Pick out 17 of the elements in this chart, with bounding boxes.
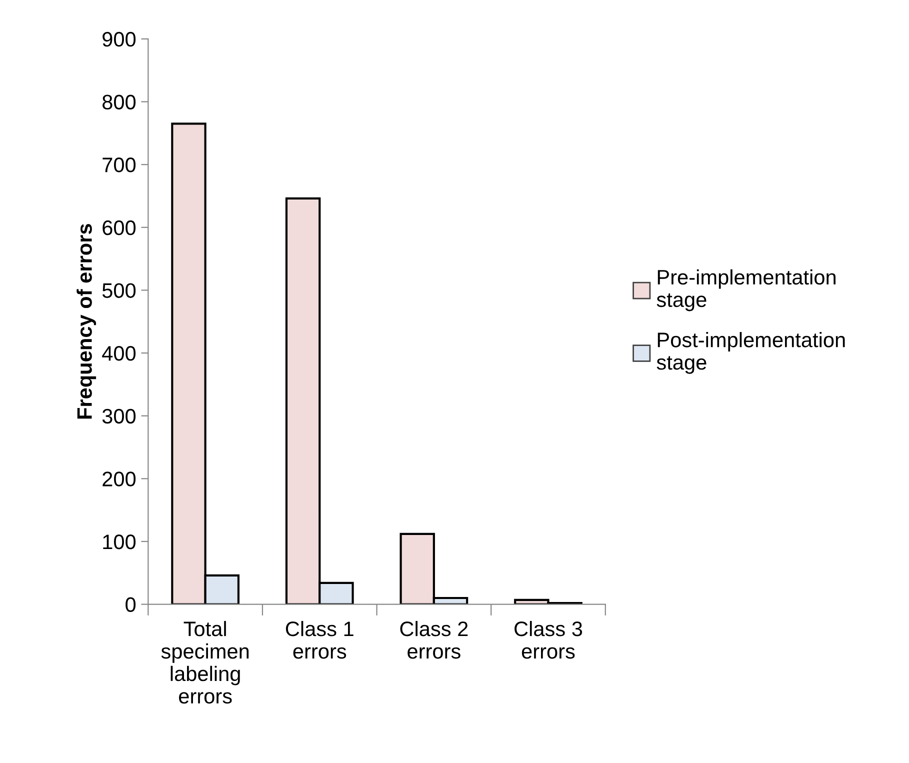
y-tick-label: 800 <box>102 94 136 110</box>
y-tick-label: 400 <box>102 346 136 361</box>
legend-label: Pre-implementation stage <box>656 269 836 312</box>
y-tick-label: 600 <box>102 220 136 236</box>
y-tick-label: 100 <box>103 534 136 550</box>
x-tick-label: Class 3 errors <box>514 620 582 659</box>
y-tick-label: 0 <box>126 597 136 612</box>
x-tick-label: Class 2 errors <box>400 620 468 659</box>
y-axis-title: Frequency of errors <box>76 224 96 419</box>
y-tick-label: 500 <box>102 283 136 298</box>
y-tick-label: 200 <box>102 472 136 486</box>
y-tick-label: 900 <box>102 32 136 47</box>
x-tick-label: Total specimen labeling errors <box>161 620 249 704</box>
x-tick-label: Class 1 errors <box>286 620 354 659</box>
y-tick-label: 700 <box>102 158 136 172</box>
legend-label: Post-implementation stage <box>656 332 845 374</box>
y-tick-label: 300 <box>102 408 136 424</box>
